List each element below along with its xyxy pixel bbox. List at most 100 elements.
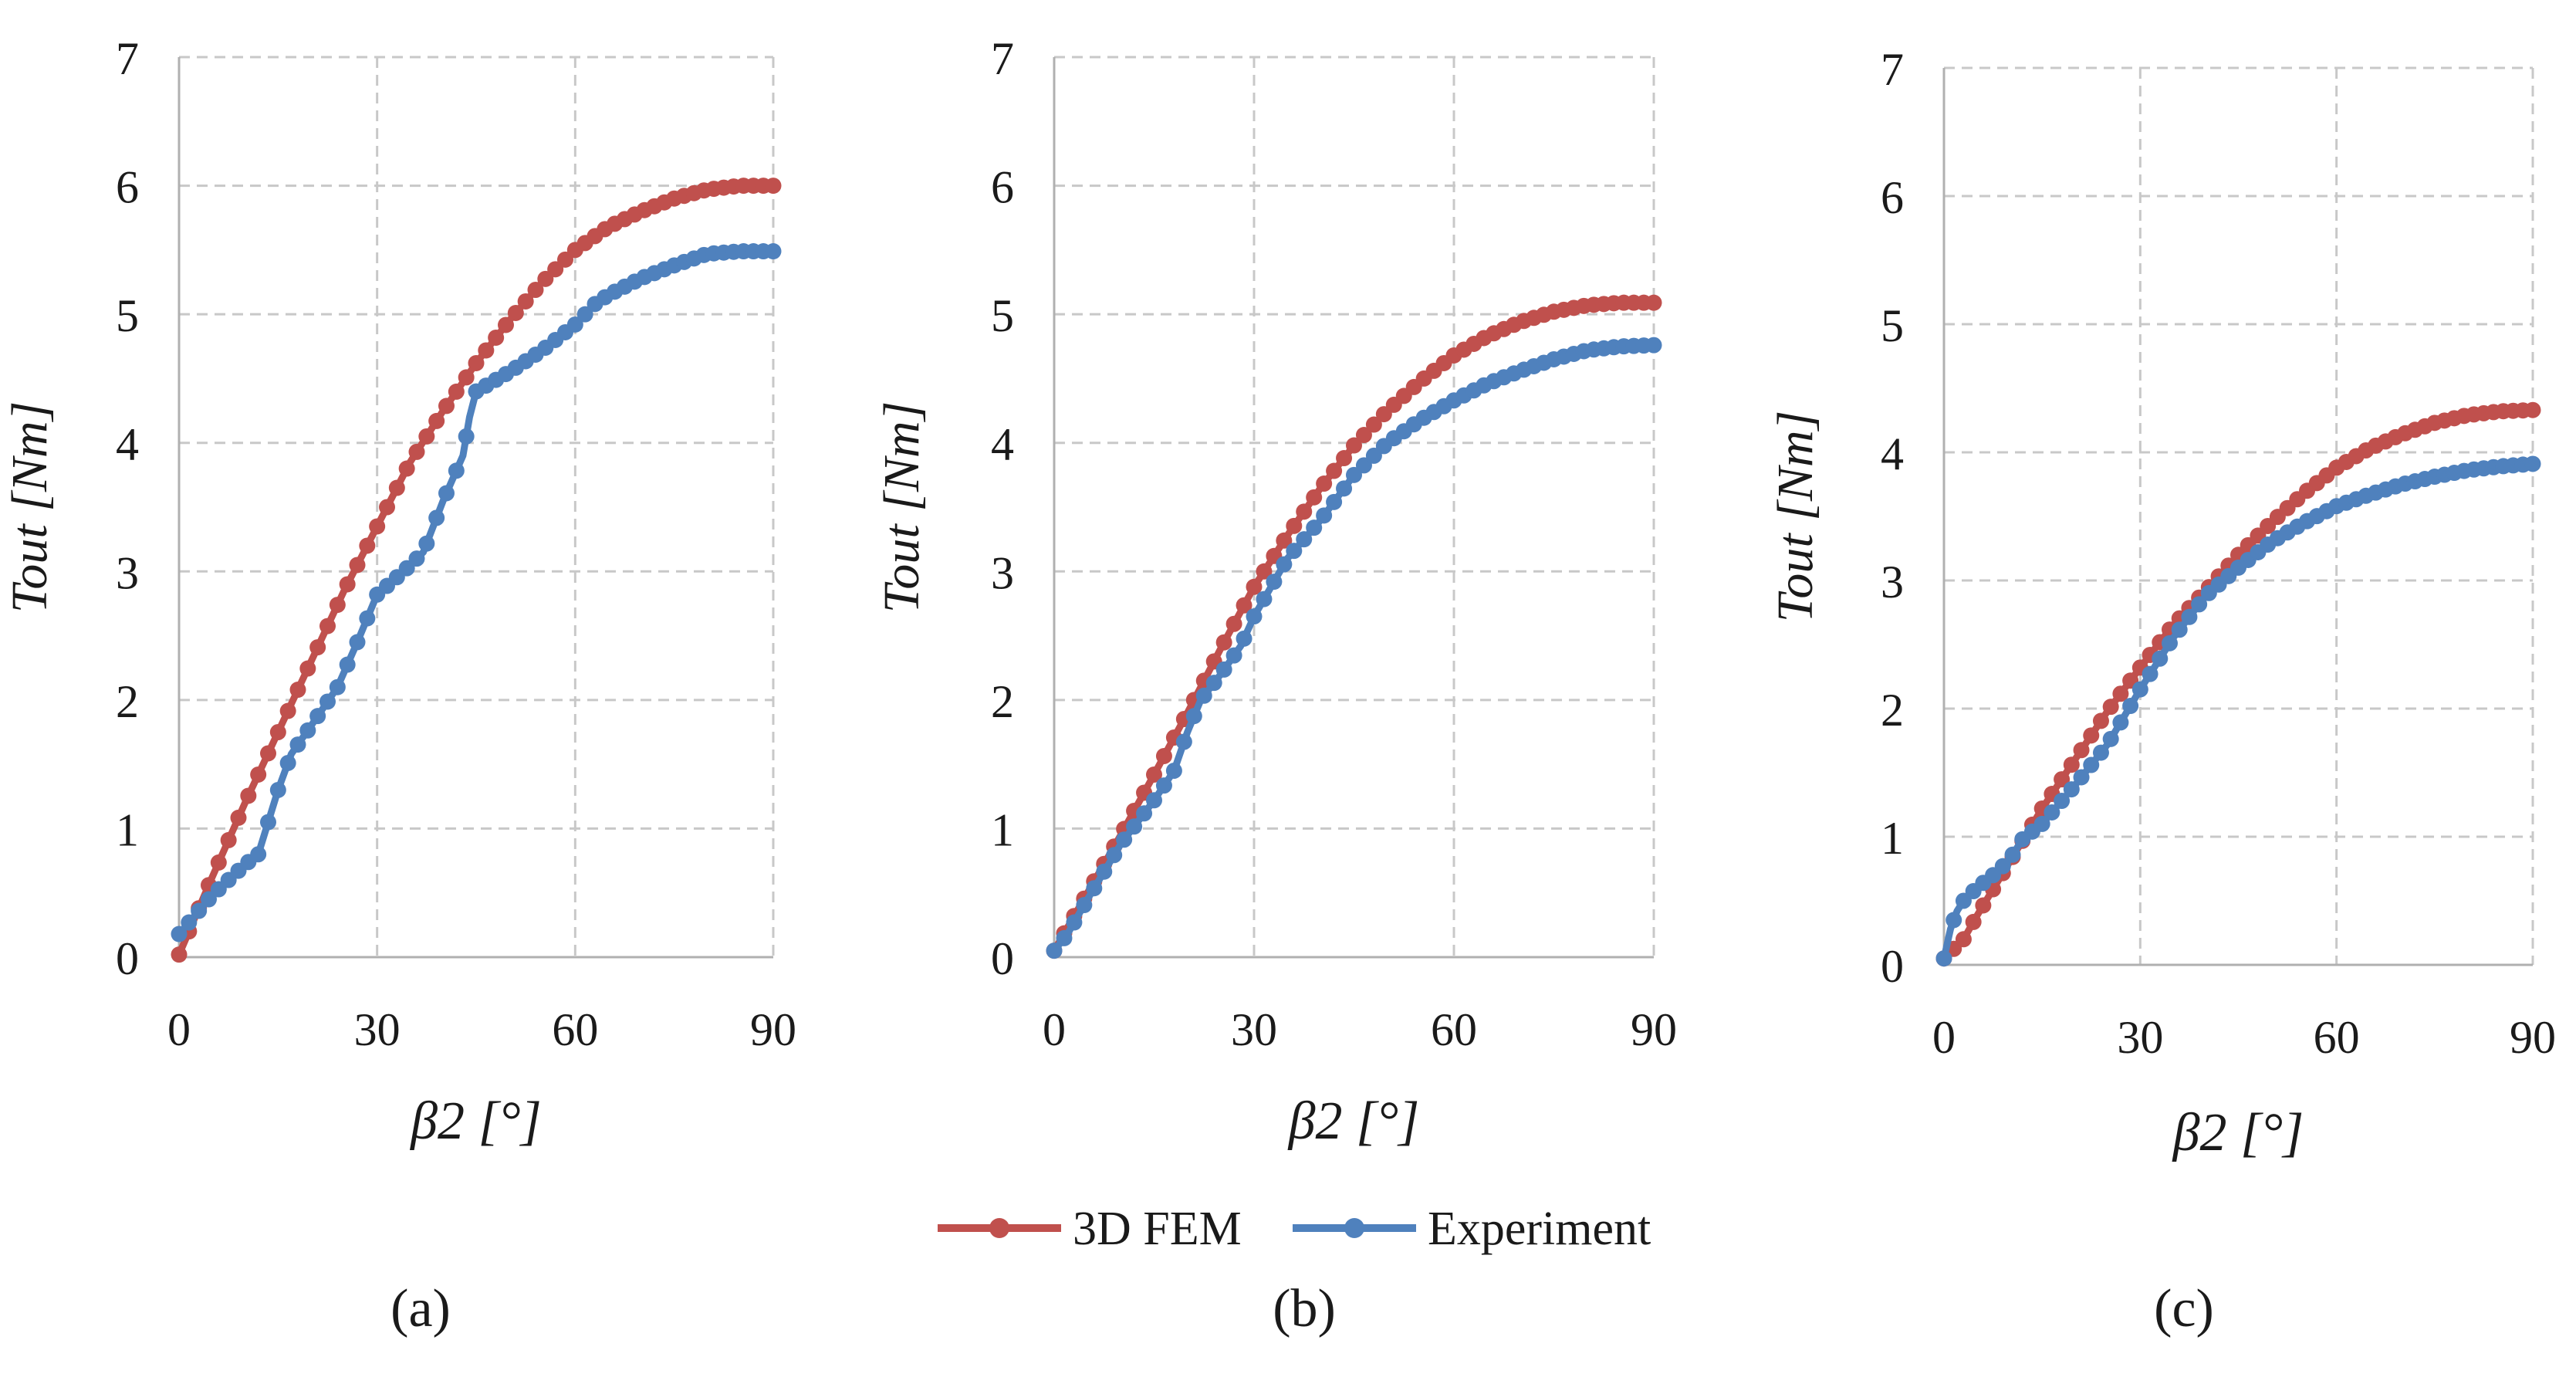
data-point-experiment	[1195, 687, 1212, 704]
y-tick-label: 7	[991, 33, 1014, 84]
data-point-experiment	[1296, 531, 1313, 548]
data-point-experiment	[1185, 708, 1202, 725]
data-point-experiment	[2152, 650, 2169, 667]
data-point-experiment	[1645, 337, 1662, 354]
data-point-3d-fem	[230, 809, 247, 826]
data-point-experiment	[1165, 762, 1182, 779]
data-point-experiment	[1096, 863, 1113, 880]
data-point-experiment	[1056, 929, 1073, 946]
data-point-experiment	[1046, 942, 1063, 959]
data-point-experiment	[2033, 815, 2050, 832]
data-point-3d-fem	[398, 460, 415, 477]
data-point-3d-fem	[1955, 931, 1972, 948]
series-layer-c	[1935, 401, 2541, 967]
data-point-experiment	[1116, 831, 1133, 848]
data-point-3d-fem	[359, 537, 376, 554]
data-point-experiment	[765, 243, 782, 260]
data-point-experiment	[2181, 608, 2198, 625]
data-point-experiment	[191, 902, 208, 919]
y-tick-label: 6	[1881, 172, 1904, 223]
x-axis-label-b: β2 [°]	[1287, 1091, 1420, 1151]
data-point-3d-fem	[1365, 416, 1382, 433]
data-point-experiment	[566, 316, 583, 333]
data-point-3d-fem	[171, 946, 188, 963]
y-tick-label: 3	[991, 547, 1014, 598]
data-point-3d-fem	[517, 293, 534, 310]
data-point-3d-fem	[1645, 294, 1662, 311]
y-tick-label: 5	[116, 290, 139, 341]
data-point-3d-fem	[428, 412, 445, 429]
x-tick-label: 60	[2314, 1012, 2360, 1063]
y-tick-label: 2	[1881, 685, 1904, 736]
data-point-experiment	[2161, 634, 2178, 651]
data-point-experiment	[2063, 781, 2080, 798]
data-point-experiment	[2131, 681, 2148, 698]
axes-frame-c	[1942, 68, 2533, 966]
data-point-experiment	[1935, 950, 1952, 967]
data-point-3d-fem	[2092, 712, 2109, 729]
data-point-3d-fem	[2524, 401, 2541, 418]
data-point-experiment	[428, 509, 445, 526]
y-tick-label: 5	[991, 290, 1014, 341]
data-point-3d-fem	[1336, 450, 1353, 467]
data-point-experiment	[1326, 493, 1343, 510]
data-point-experiment	[1365, 447, 1382, 464]
data-point-experiment	[418, 535, 435, 552]
data-point-3d-fem	[2063, 756, 2080, 773]
y-tick-label: 6	[116, 162, 139, 213]
data-point-experiment	[1146, 792, 1162, 809]
data-point-3d-fem	[1155, 747, 1172, 764]
y-tick-label: 0	[116, 933, 139, 984]
grid-a	[179, 56, 775, 957]
data-point-experiment	[329, 678, 346, 695]
data-point-experiment	[1106, 847, 1123, 864]
x-tick-label: 60	[552, 1004, 598, 1055]
data-point-experiment	[1266, 574, 1283, 590]
data-point-3d-fem	[339, 576, 356, 593]
y-tick-label: 7	[116, 33, 139, 84]
legend: 3D FEM Experiment	[938, 1203, 1651, 1255]
x-axis-label-c: β2 [°]	[2172, 1103, 2304, 1162]
y-axis-label-c: Tout [Nm]	[1767, 411, 1824, 623]
data-point-3d-fem	[765, 178, 782, 195]
data-point-experiment	[260, 814, 276, 831]
data-point-experiment	[269, 781, 286, 798]
data-point-experiment	[2171, 621, 2188, 638]
data-point-experiment	[1246, 608, 1263, 625]
data-point-3d-fem	[250, 766, 267, 783]
data-point-experiment	[1286, 543, 1303, 560]
y-tick-label: 0	[991, 933, 1014, 984]
data-point-experiment	[1225, 647, 1242, 664]
data-point-3d-fem	[507, 304, 524, 321]
data-point-3d-fem	[269, 724, 286, 740]
data-point-experiment	[201, 891, 217, 908]
data-point-experiment	[1946, 912, 1962, 929]
data-point-experiment	[448, 462, 465, 479]
series-line-3d-fem	[1940, 406, 2537, 963]
panel-label-c: (c)	[2154, 1279, 2214, 1338]
data-point-experiment	[2102, 730, 2119, 747]
data-point-experiment	[181, 914, 198, 931]
data-point-experiment	[1126, 818, 1143, 835]
tick-labels-c: 0 1 2 3 4 5 6 7 0 30 60 90	[1881, 44, 2556, 1063]
data-point-3d-fem	[1355, 427, 1372, 444]
y-tick-label: 6	[991, 162, 1014, 213]
data-point-experiment	[2092, 744, 2109, 761]
x-tick-label: 30	[354, 1004, 401, 1055]
data-point-experiment	[1316, 507, 1333, 524]
data-point-3d-fem	[527, 281, 544, 298]
y-tick-label: 1	[116, 804, 139, 855]
y-tick-label: 1	[991, 804, 1014, 855]
data-point-3d-fem	[329, 597, 346, 614]
data-point-3d-fem	[1965, 913, 1982, 930]
data-point-experiment	[1205, 675, 1222, 692]
data-point-3d-fem	[1975, 897, 1992, 914]
data-point-3d-fem	[2083, 727, 2100, 744]
data-point-experiment	[1256, 590, 1273, 607]
data-point-experiment	[2112, 714, 2129, 731]
y-tick-label: 7	[1881, 44, 1904, 95]
data-point-experiment	[2004, 846, 2021, 863]
data-point-3d-fem	[498, 316, 514, 333]
data-point-experiment	[2524, 455, 2541, 472]
y-axis-label-b: Tout [Nm]	[874, 401, 930, 614]
